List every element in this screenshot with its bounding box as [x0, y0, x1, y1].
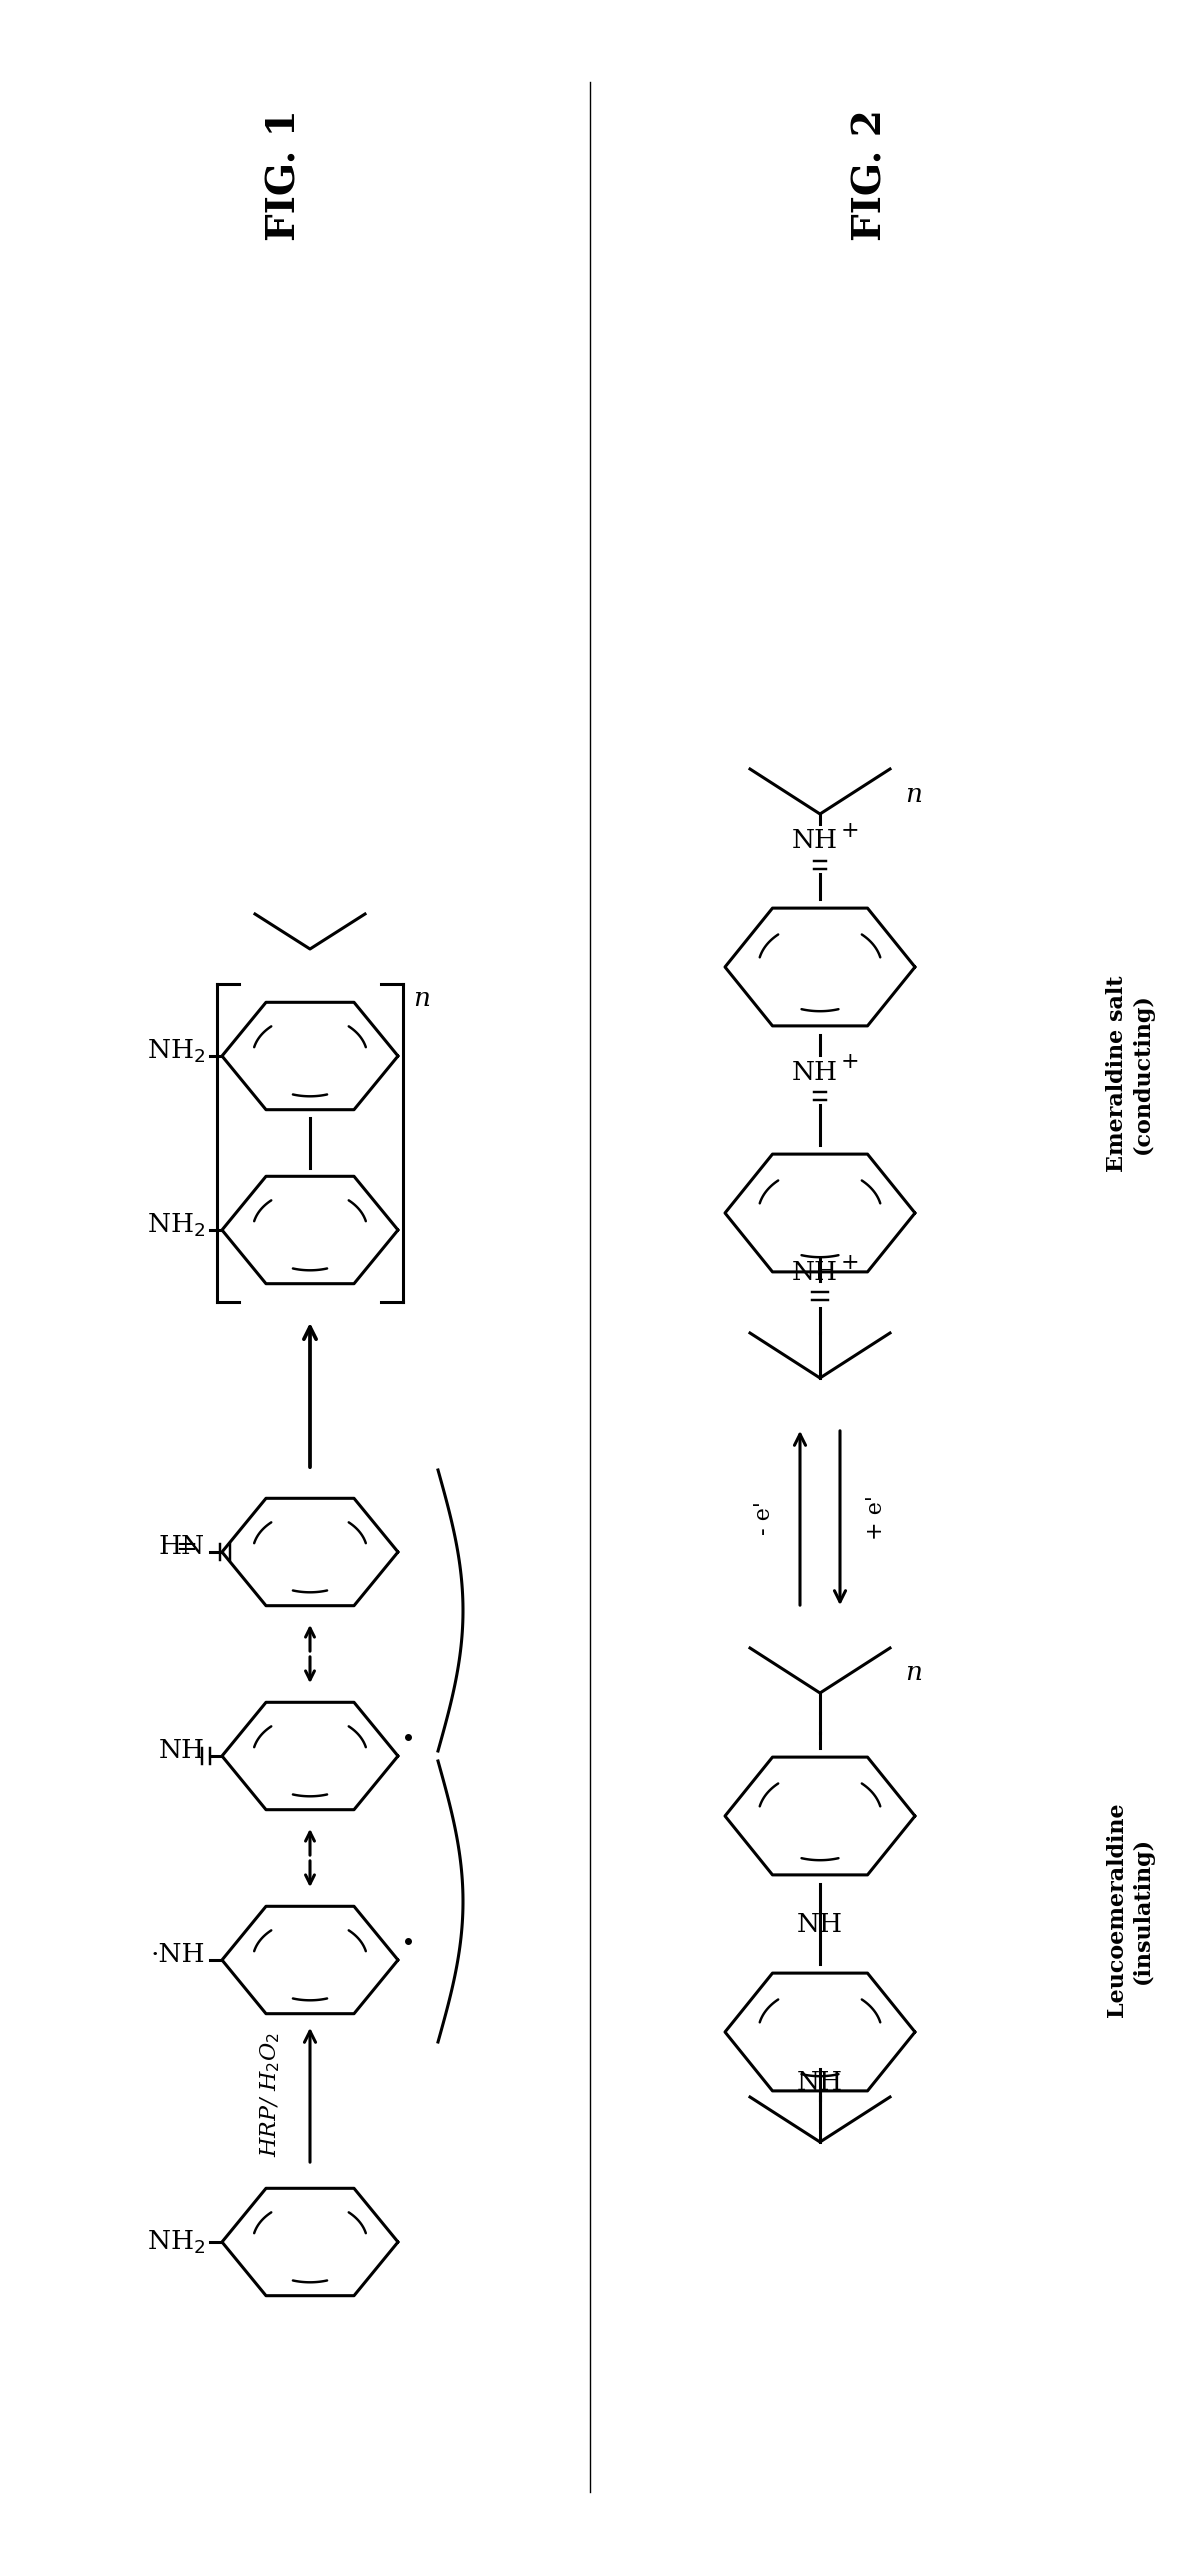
Text: +: +	[841, 1052, 859, 1073]
Text: Leucoemeraldine
(insulating): Leucoemeraldine (insulating)	[1106, 1803, 1154, 2016]
Text: n: n	[905, 782, 922, 808]
Text: +: +	[841, 820, 859, 841]
Text: NH: NH	[159, 1739, 205, 1764]
Text: NH: NH	[797, 2070, 843, 2094]
Text: Emeraldine salt
(conducting): Emeraldine salt (conducting)	[1106, 975, 1154, 1173]
Text: HRP/ H$_2$O$_2$: HRP/ H$_2$O$_2$	[258, 2032, 282, 2158]
Text: NH: NH	[797, 1911, 843, 1937]
Text: NH$_2$: NH$_2$	[146, 1211, 205, 1240]
Text: +: +	[841, 1253, 859, 1273]
Text: n: n	[905, 1662, 922, 1685]
Text: HN: HN	[159, 1535, 205, 1559]
Text: n: n	[413, 988, 430, 1011]
Text: =: =	[174, 1535, 197, 1559]
Text: ·NH: ·NH	[151, 1942, 205, 1968]
Text: + e': + e'	[865, 1494, 887, 1541]
Text: NH$_2$: NH$_2$	[146, 1037, 205, 1065]
Text: NH: NH	[792, 828, 838, 854]
Text: NH: NH	[792, 1060, 838, 1085]
Text: NH: NH	[792, 1260, 838, 1286]
Text: FIG. 2: FIG. 2	[851, 108, 889, 242]
Text: FIG. 1: FIG. 1	[266, 108, 304, 242]
Text: - e': - e'	[753, 1502, 775, 1535]
Text: NH$_2$: NH$_2$	[146, 2227, 205, 2256]
